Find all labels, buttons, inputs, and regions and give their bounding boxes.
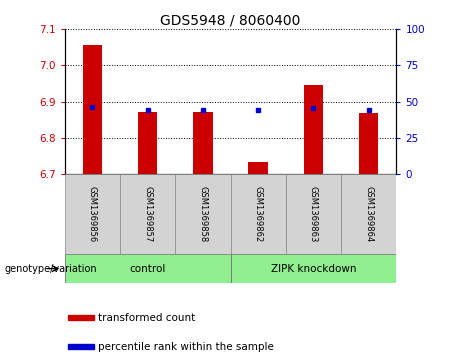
Text: genotype/variation: genotype/variation <box>5 264 97 274</box>
Bar <box>83 45 102 174</box>
Bar <box>248 162 268 174</box>
Text: GSM1369862: GSM1369862 <box>254 186 263 242</box>
Text: GSM1369858: GSM1369858 <box>198 186 207 242</box>
Text: percentile rank within the sample: percentile rank within the sample <box>98 342 274 352</box>
Bar <box>175 174 230 254</box>
Text: GSM1369863: GSM1369863 <box>309 186 318 242</box>
Text: ZIPK knockdown: ZIPK knockdown <box>271 264 356 274</box>
Title: GDS5948 / 8060400: GDS5948 / 8060400 <box>160 14 301 28</box>
Bar <box>230 254 396 283</box>
Text: GSM1369856: GSM1369856 <box>88 186 97 242</box>
Bar <box>120 174 175 254</box>
Bar <box>65 254 230 283</box>
Bar <box>68 344 95 349</box>
Bar <box>359 113 378 174</box>
Bar <box>341 174 396 254</box>
Bar <box>304 85 323 174</box>
Bar <box>193 112 213 174</box>
Text: GSM1369864: GSM1369864 <box>364 186 373 242</box>
Bar <box>138 112 157 174</box>
Bar <box>286 174 341 254</box>
Bar <box>68 315 95 320</box>
Bar <box>65 174 120 254</box>
Text: control: control <box>130 264 165 274</box>
Bar <box>230 174 286 254</box>
Text: transformed count: transformed count <box>98 313 195 323</box>
Text: GSM1369857: GSM1369857 <box>143 186 152 242</box>
